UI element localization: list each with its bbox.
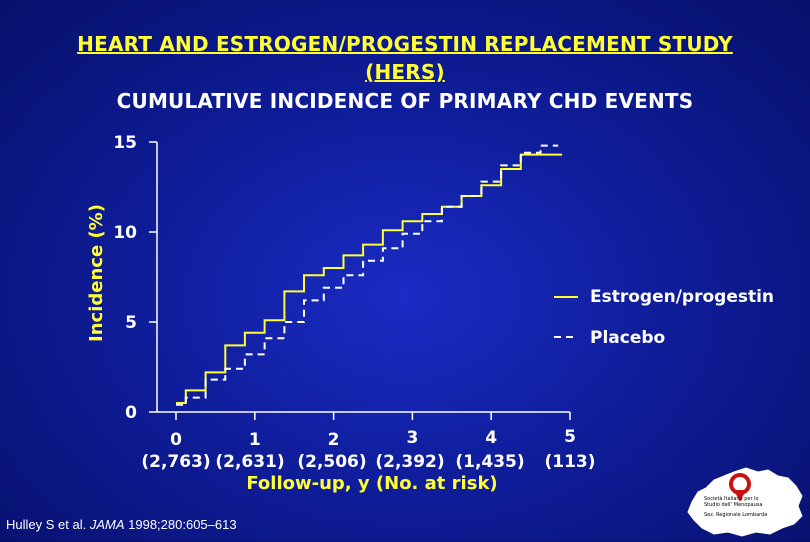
at-risk-label: (1,435): [455, 452, 524, 472]
citation-ref: 1998;280:605–613: [128, 517, 237, 532]
y-tick-label: 0: [125, 403, 137, 423]
citation-authors: Hulley S et al.: [6, 517, 87, 532]
society-logo: Società Italiana per lo Studio dell’ Men…: [684, 462, 808, 538]
x-tick-label: 3: [406, 428, 418, 448]
x-tick-label: 0: [170, 430, 182, 450]
chart-ticks: 0510150(2,763)1(2,631)2(2,506)3(2,392)4(…: [113, 133, 595, 472]
x-tick-label: 4: [485, 428, 497, 448]
citation: Hulley S et al. JAMA 1998;280:605–613: [6, 517, 237, 532]
logo-text-line1: Società Italiana per lo: [704, 496, 759, 502]
chart-subtitle: CUMULATIVE INCIDENCE OF PRIMARY CHD EVEN…: [116, 89, 694, 113]
legend-label-placebo: Placebo: [590, 328, 665, 348]
legend-label-estrogen-progestin: Estrogen/progestin: [590, 287, 774, 307]
logo-text-line2: Studio dell’ Menopausa: [704, 502, 763, 508]
at-risk-label: (2,763): [141, 452, 210, 472]
y-tick-label: 15: [113, 133, 137, 153]
at-risk-label: (2,631): [215, 452, 284, 472]
y-axis-label: Incidence (%): [86, 204, 107, 342]
citation-journal: JAMA: [89, 517, 125, 532]
series-line-placebo: [176, 144, 559, 406]
chart-title-line1: HEART AND ESTROGEN/PROGESTIN REPLACEMENT…: [77, 32, 733, 56]
lombardy-map-logo: [687, 467, 803, 537]
x-tick-label: 5: [564, 427, 576, 447]
x-tick-label: 1: [249, 430, 261, 450]
y-tick-label: 10: [113, 223, 137, 243]
legend: Estrogen/progestin Placebo: [554, 287, 774, 348]
x-axis-label: Follow-up, y (No. at risk): [246, 473, 497, 494]
logo-text-line3: Sez. Regionale Lombarda: [704, 512, 768, 518]
at-risk-label: (2,392): [375, 452, 444, 472]
chart-axes: [156, 142, 570, 413]
series-line-estrogen-progestin: [176, 153, 563, 404]
x-tick-label: 2: [328, 430, 340, 450]
at-risk-label: (2,506): [297, 452, 366, 472]
at-risk-label: (113): [544, 452, 595, 472]
y-tick-label: 5: [125, 313, 137, 333]
chart-title-line2: (HERS): [365, 60, 445, 84]
chart-lines: [176, 144, 563, 406]
